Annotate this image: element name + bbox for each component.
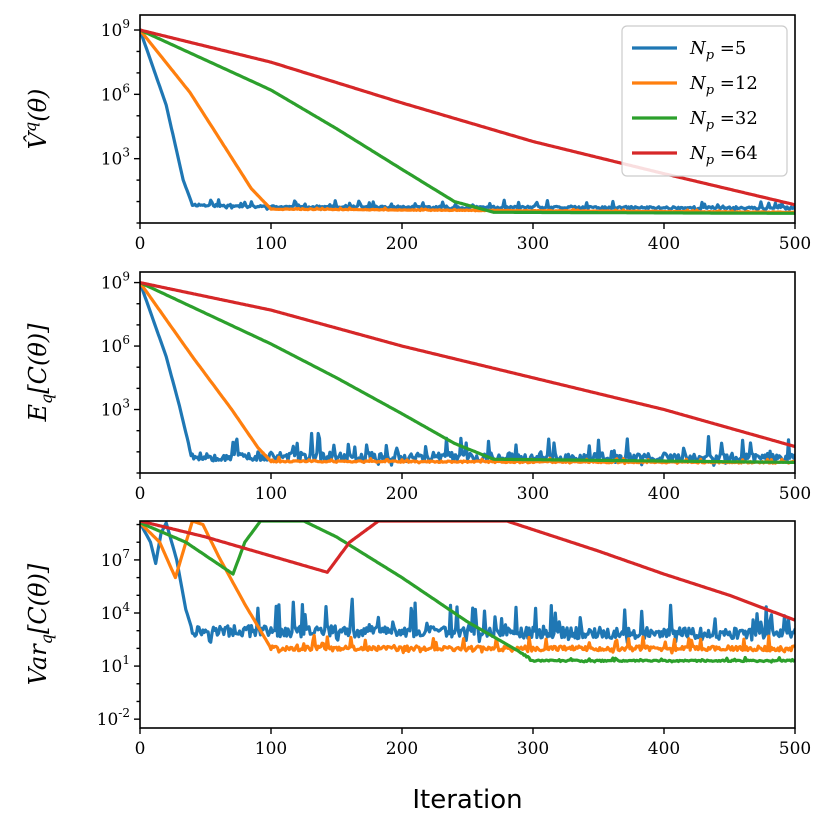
y-tick-label: 107 [101, 547, 130, 571]
panel-Var: 0 100 200 300 400 500 10-2 101 104 107 Varq[C(θ)] [24, 520, 811, 759]
series-line-Var-Np64 [140, 521, 795, 622]
y-axis-label: Eq[C(θ)] [24, 323, 56, 423]
x-tick-label: 300 [517, 739, 549, 759]
x-tick-label: 0 [135, 739, 146, 759]
legend-entry-label: Np =5 [689, 38, 746, 63]
series-line-E-Np12 [140, 281, 795, 466]
series-line-V-Np32 [140, 28, 795, 215]
panel-V: 0 100 200 300 400 500 103 106 109 V̂q(θ) [21, 14, 811, 254]
series-line-Var-Np5 [140, 521, 795, 645]
x-tick-label: 100 [255, 484, 287, 504]
legend-entry-label: Np =64 [689, 143, 758, 168]
series-line-Var-Np12 [140, 521, 795, 655]
legend-entry-label: Np =32 [689, 108, 758, 133]
y-axis-label: Varq[C(θ)] [24, 563, 56, 685]
x-tick-label: 400 [648, 234, 680, 254]
x-tick-label: 200 [386, 234, 418, 254]
y-tick-label: 106 [101, 81, 130, 105]
y-tick-label: 106 [101, 333, 130, 357]
y-axis-label: V̂q(θ) [21, 89, 52, 150]
x-tick-label: 400 [648, 739, 680, 759]
y-tick-label: 103 [101, 146, 130, 170]
series-line-E-Np5 [140, 281, 795, 467]
x-tick-label: 0 [135, 234, 146, 254]
x-tick-label: 300 [517, 484, 549, 504]
y-tick-label: 103 [101, 397, 130, 421]
x-tick-label: 500 [779, 234, 811, 254]
x-tick-label: 300 [517, 234, 549, 254]
legend: Np =5 Np =12 Np =32 Np =64 [621, 25, 788, 177]
y-tick-label: 109 [101, 270, 130, 294]
axes-frame [139, 520, 796, 729]
x-tick-label: 500 [779, 739, 811, 759]
axes-frame [139, 14, 796, 224]
legend-entry-label: Np =12 [689, 73, 758, 98]
x-tick-label: 500 [779, 484, 811, 504]
series-line-V-Np64 [140, 28, 795, 207]
x-axis-label: Iteration [412, 785, 522, 815]
y-tick-label: 10-2 [97, 706, 130, 730]
series-line-E-Np32 [140, 281, 795, 464]
y-tick-label: 104 [101, 600, 131, 624]
x-tick-label: 200 [386, 739, 418, 759]
panel-E: 0 100 200 300 400 500 103 106 109 Eq[C(θ)] [24, 270, 811, 504]
series-line-E-Np64 [140, 281, 795, 449]
x-tick-label: 400 [648, 484, 680, 504]
y-tick-label: 101 [101, 653, 130, 677]
series-line-Var-Np32 [140, 521, 795, 664]
x-tick-label: 200 [386, 484, 418, 504]
y-tick-label: 109 [101, 17, 130, 41]
x-tick-label: 100 [255, 739, 287, 759]
legend-box [621, 25, 788, 177]
axes-frame [139, 271, 796, 474]
x-tick-label: 0 [135, 484, 146, 504]
x-tick-label: 100 [255, 234, 287, 254]
